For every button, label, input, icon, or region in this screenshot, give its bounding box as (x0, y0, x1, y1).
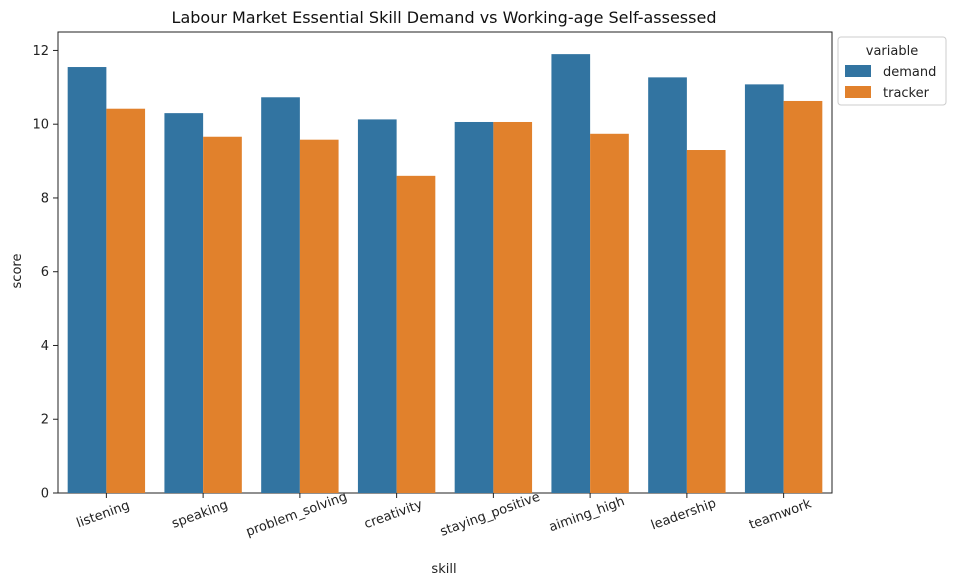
y-tick-label: 10 (32, 118, 49, 133)
bar-demand-leadership (648, 77, 687, 493)
y-tick-label: 2 (41, 413, 49, 428)
bar-demand-aiming-high (551, 54, 591, 494)
x-axis: listening speaking problem_solving creativi… (75, 489, 814, 539)
x-tick-label-listening: listening (75, 498, 132, 531)
legend-swatch-tracker (845, 86, 871, 98)
bar-tracker-speaking (203, 136, 242, 493)
y-tick-label: 6 (41, 265, 49, 280)
y-tick-label: 8 (41, 191, 49, 206)
plot-area (57, 31, 833, 494)
bar-tracker-teamwork (783, 100, 823, 493)
y-tick-label: 4 (41, 339, 49, 354)
bar-demand-speaking (164, 113, 204, 494)
bar-demand-problem-solving (261, 97, 300, 494)
x-tick-label-problem-solving: problem_solving (244, 489, 349, 539)
bar-demand-creativity (357, 119, 397, 493)
bar-demand-listening (67, 67, 107, 493)
plot-frame (57, 31, 833, 494)
bar-tracker-leadership (686, 150, 726, 494)
legend-title: variable (866, 44, 918, 59)
bar-tracker-staying-positive (493, 121, 533, 494)
y-axis-label: score (10, 254, 25, 289)
x-axis-label: skill (431, 562, 456, 577)
bar-tracker-aiming-high (590, 133, 629, 493)
x-tick-label-leadership: leadership (649, 496, 718, 533)
x-tick-label-speaking: speaking (170, 498, 230, 532)
bar-tracker-listening (106, 108, 146, 494)
x-tick-label-staying-positive: staying_positive (438, 490, 542, 540)
chart-title: Labour Market Essential Skill Demand vs … (172, 8, 717, 27)
legend-label-demand: demand (883, 65, 936, 80)
legend: variable demand tracker (837, 36, 947, 106)
x-tick-label-aiming-high: aiming_high (547, 494, 627, 535)
x-tick-label-creativity: creativity (362, 497, 425, 532)
y-axis: 0 2 4 6 8 10 12 (32, 44, 58, 502)
bars (67, 54, 823, 494)
bar-tracker-creativity (396, 175, 436, 493)
bar-tracker-problem-solving (299, 139, 339, 493)
legend-label-tracker: tracker (883, 86, 930, 101)
legend-swatch-demand (845, 65, 871, 77)
y-tick-label: 12 (32, 44, 49, 59)
bar-demand-staying-positive (454, 121, 494, 494)
bar-demand-teamwork (744, 84, 784, 493)
y-tick-label: 0 (41, 487, 49, 502)
x-tick-label-teamwork: teamwork (747, 496, 814, 533)
